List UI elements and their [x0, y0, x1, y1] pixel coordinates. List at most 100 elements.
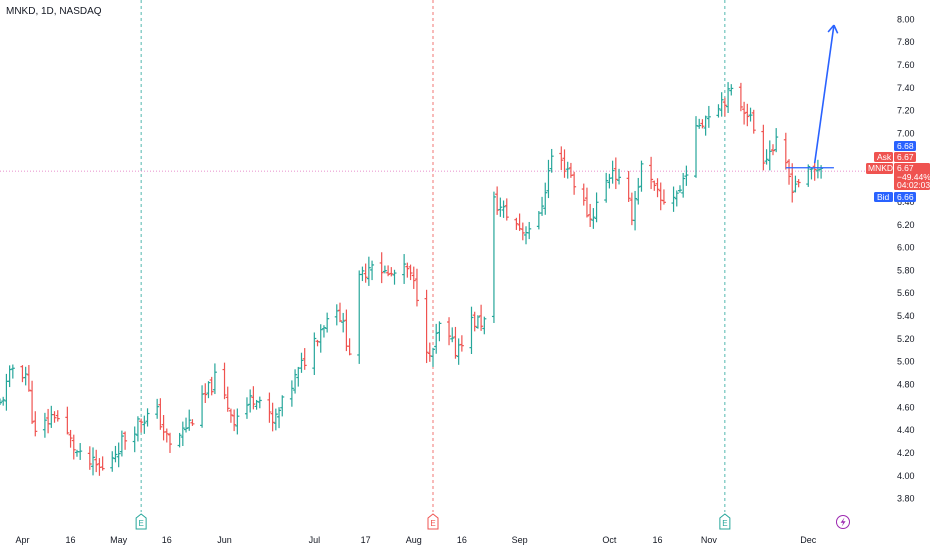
ohlc-bar [0, 398, 2, 405]
ohlc-bar [119, 430, 124, 457]
ohlc-bar [677, 185, 682, 193]
ohlc-bar [633, 190, 638, 231]
current-price-tag [894, 163, 930, 190]
symbol-tag [866, 163, 893, 174]
ohlc-bar [344, 309, 349, 352]
ohlc-bar [613, 157, 618, 190]
ohlc-bar [200, 385, 205, 428]
ohlc-bar [809, 167, 814, 180]
ohlc-bar [302, 348, 307, 370]
lightning-button[interactable] [836, 515, 850, 529]
ohlc-bar [729, 84, 734, 96]
ohlc-bar [334, 304, 339, 326]
x-tick-label: Oct [602, 535, 617, 545]
symbol-label: MNKD [868, 163, 893, 173]
ohlc-bar [363, 263, 368, 283]
projection-arrow [813, 24, 839, 164]
ohlc-bar [565, 161, 570, 179]
ohlc-bar [116, 442, 121, 468]
ohlc-bar [783, 132, 788, 170]
ohlc-bar [257, 396, 262, 409]
ohlc-bar [235, 408, 240, 435]
earnings-marker[interactable]: E [719, 513, 731, 530]
ohlc-bar [325, 312, 330, 333]
ohlc-bar [479, 304, 484, 331]
ohlc-bar [267, 392, 272, 423]
ohlc-bar [661, 189, 666, 205]
ohlc-bar [501, 200, 506, 218]
x-axis: Apr 16 May 16 Jun Jul 17 Aug 16 Sep Oct 16 Nov Dec [15, 535, 816, 545]
ohlc-bar [543, 182, 548, 215]
ohlc-bar [559, 146, 564, 171]
earnings-marker[interactable]: E [427, 513, 439, 530]
ohlc-bar [796, 179, 801, 188]
ohlc-bar [100, 456, 105, 471]
x-tick-label: Dec [800, 535, 817, 545]
ohlc-bar [604, 172, 609, 203]
ask-price-value: 6.67 [897, 152, 914, 162]
ohlc-bar [321, 325, 326, 338]
ohlc-bar [228, 408, 233, 423]
ohlc-bar [180, 421, 185, 446]
ohlc-bar [190, 419, 195, 426]
ohlc-bar [382, 265, 387, 274]
lightning-icon [840, 517, 846, 527]
ohlc-bar [167, 432, 172, 453]
earnings-marker[interactable]: E [135, 513, 147, 530]
ohlc-bar [562, 149, 567, 178]
ohlc-bar [405, 262, 410, 278]
ohlc-bar [610, 160, 615, 184]
ohlc-bar [312, 332, 317, 375]
ohlc-bar [716, 104, 721, 118]
y-tick-label: 4.60 [897, 402, 915, 412]
ohlc-bar [450, 327, 455, 343]
svg-text:E: E [722, 519, 727, 528]
ohlc-bar [527, 221, 532, 240]
ohlc-bar [337, 302, 342, 323]
ohlc-bar [30, 380, 35, 424]
ohlc-bar [1, 396, 6, 406]
ohlc-bar [23, 366, 28, 386]
ohlc-bar [770, 144, 775, 156]
ohlc-bar [536, 211, 541, 230]
ohlc-bar [447, 317, 452, 346]
ohlc-bar [10, 364, 15, 379]
ohlc-bar [315, 339, 320, 347]
x-tick-label: Jul [309, 535, 321, 545]
ohlc-bar [722, 97, 727, 117]
ohlc-bar [155, 398, 160, 419]
ohlc-bar [113, 445, 118, 463]
ohlc-bar [68, 429, 73, 448]
ohlc-bar [549, 148, 554, 173]
ohlc-bar [546, 159, 551, 199]
ohlc-bar [248, 389, 253, 413]
x-tick-label: Apr [15, 535, 29, 545]
ohlc-bar [280, 395, 285, 417]
ohlc-bar [411, 266, 416, 289]
y-tick-label: 6.20 [897, 220, 915, 230]
ohlc-bar [273, 408, 278, 431]
ohlc-bar [681, 172, 686, 198]
y-tick-label: 7.60 [897, 60, 915, 70]
ohlc-bar [187, 409, 192, 431]
ohlc-bar [277, 407, 282, 429]
ohlc-bar [671, 186, 676, 212]
ohlc-bar [135, 416, 140, 442]
ohlc-bar [26, 365, 31, 392]
ohlc-bar [270, 402, 275, 432]
top-price-tag [894, 141, 916, 151]
ohlc-bar [658, 182, 663, 211]
ohlc-bar [517, 213, 522, 231]
ohlc-bar [370, 260, 375, 281]
ohlc-bar [360, 266, 365, 282]
y-tick-label: 3.80 [897, 494, 915, 504]
ohlc-bar [293, 369, 298, 394]
ohlc-bar [212, 363, 217, 395]
ohlc-bar [91, 447, 96, 476]
y-tick-label: 7.20 [897, 106, 915, 116]
ohlc-bar [694, 116, 699, 178]
ohlc-bar [469, 306, 474, 355]
